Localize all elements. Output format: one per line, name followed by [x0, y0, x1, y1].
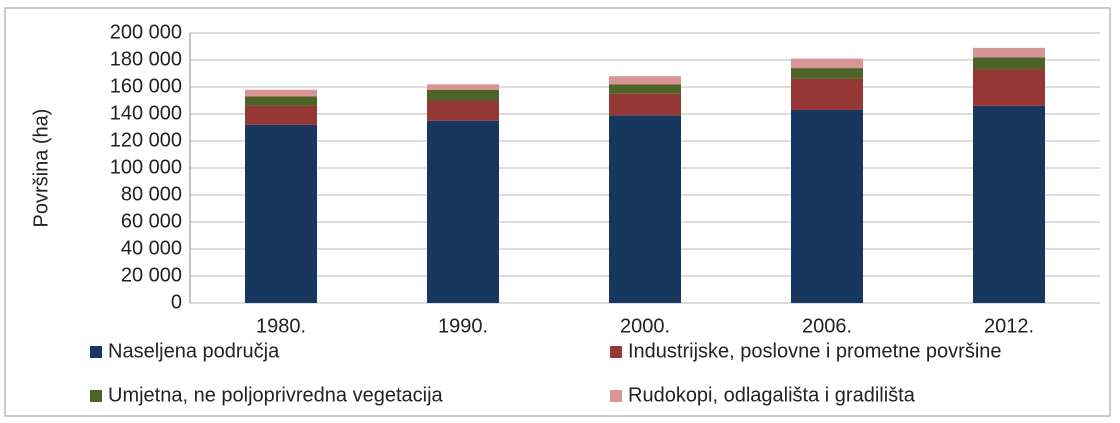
bar-segment — [245, 124, 317, 303]
bar-segment — [609, 93, 681, 116]
legend-swatch — [610, 346, 622, 358]
bar-segment — [609, 84, 681, 94]
x-tick-label: 2012. — [984, 315, 1034, 337]
x-tick-label: 2000. — [620, 315, 670, 337]
bar-segment — [791, 78, 863, 110]
y-tick-label: 200 000 — [110, 21, 182, 43]
legend-label: Umjetna, ne poljoprivredna vegetacija — [108, 384, 444, 406]
bar-segment — [973, 105, 1045, 304]
y-tick-label: 180 000 — [110, 48, 182, 70]
chart-frame — [4, 7, 1111, 417]
y-tick-label: 60 000 — [121, 210, 182, 232]
y-tick-label: 140 000 — [110, 102, 182, 124]
y-tick-label: 20 000 — [121, 264, 182, 286]
y-axis-label: Površina (ha) — [30, 109, 52, 228]
bar-segment — [427, 120, 499, 303]
bar-segment — [973, 69, 1045, 106]
legend-swatch — [90, 390, 102, 402]
y-tick-label: 120 000 — [110, 129, 182, 151]
bar-segment — [427, 100, 499, 121]
bar-segment — [245, 105, 317, 125]
bar-segment — [427, 84, 499, 90]
bar-segment — [427, 89, 499, 101]
bar-segment — [609, 115, 681, 303]
y-tick-label: 80 000 — [121, 183, 182, 205]
bar-segment — [609, 76, 681, 85]
legend-label: Industrijske, poslovne i prometne površi… — [628, 340, 1002, 362]
legend-label: Rudokopi, odlagališta i gradilišta — [628, 384, 916, 406]
bar-segment — [791, 109, 863, 303]
bar-segment — [973, 57, 1045, 70]
y-tick-label: 40 000 — [121, 237, 182, 259]
bar-segment — [245, 89, 317, 97]
y-tick-label: 0 — [171, 291, 182, 313]
y-tick-label: 100 000 — [110, 156, 182, 178]
y-tick-label: 160 000 — [110, 75, 182, 97]
legend-swatch — [610, 390, 622, 402]
bar-segment — [791, 68, 863, 79]
x-tick-label: 2006. — [802, 315, 852, 337]
bar-segment — [245, 96, 317, 106]
x-tick-label: 1990. — [438, 315, 488, 337]
legend-label: Naseljena područja — [108, 340, 280, 362]
x-tick-label: 1980. — [256, 315, 306, 337]
bar-segment — [973, 47, 1045, 58]
bar-segment — [791, 58, 863, 69]
legend-swatch — [90, 346, 102, 358]
